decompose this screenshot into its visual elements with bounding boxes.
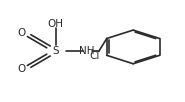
Text: S: S [52,46,59,56]
Text: NH: NH [79,46,95,56]
Text: OH: OH [48,19,63,29]
Text: O: O [17,64,25,74]
Text: O: O [17,28,25,38]
Text: Cl: Cl [90,51,100,61]
